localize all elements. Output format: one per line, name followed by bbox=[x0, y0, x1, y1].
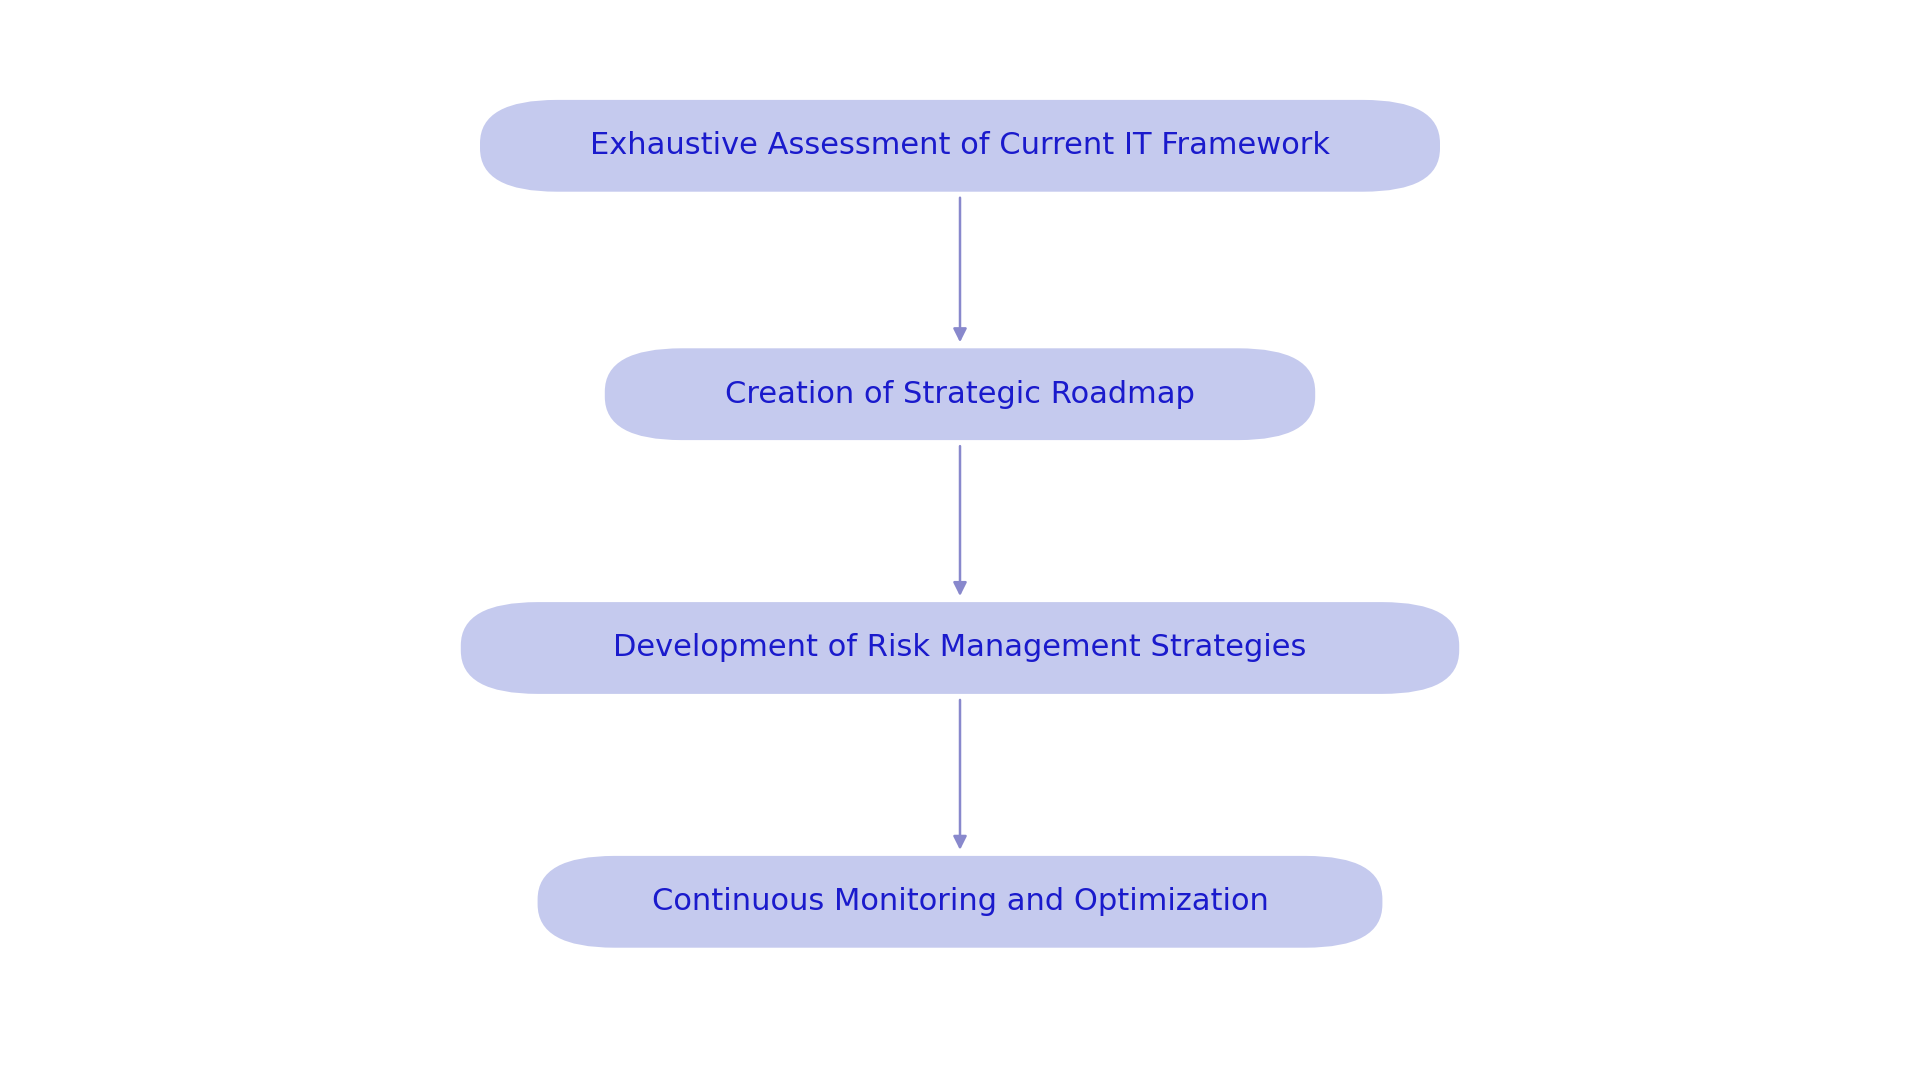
FancyBboxPatch shape bbox=[538, 855, 1382, 948]
Text: Creation of Strategic Roadmap: Creation of Strategic Roadmap bbox=[726, 380, 1194, 408]
Text: Development of Risk Management Strategies: Development of Risk Management Strategie… bbox=[612, 634, 1308, 662]
Text: Exhaustive Assessment of Current IT Framework: Exhaustive Assessment of Current IT Fram… bbox=[589, 132, 1331, 160]
FancyBboxPatch shape bbox=[461, 602, 1459, 693]
FancyBboxPatch shape bbox=[605, 348, 1315, 441]
FancyBboxPatch shape bbox=[480, 99, 1440, 192]
Text: Continuous Monitoring and Optimization: Continuous Monitoring and Optimization bbox=[651, 888, 1269, 916]
